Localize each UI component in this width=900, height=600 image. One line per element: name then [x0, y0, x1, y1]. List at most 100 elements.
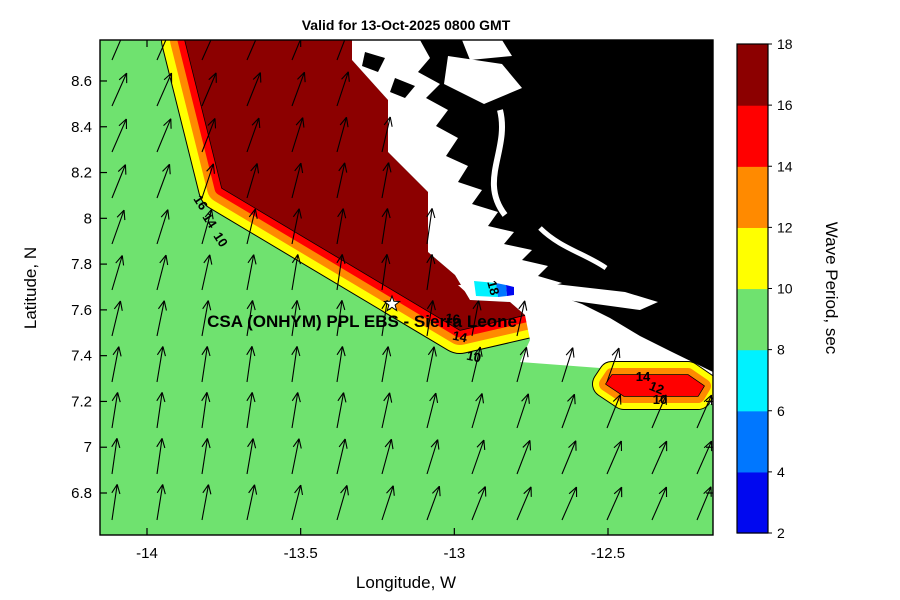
contour-label: 10 — [465, 348, 482, 366]
y-tick-label: 6.8 — [71, 485, 92, 502]
wave-arrow — [696, 486, 712, 521]
wave-arrow — [381, 254, 391, 291]
colorbar — [737, 44, 768, 534]
wave-arrow — [291, 40, 301, 61]
wave-arrow — [246, 40, 257, 61]
wave-arrow — [291, 438, 302, 475]
x-tick-label: -13 — [443, 545, 465, 562]
wave-arrow — [291, 300, 301, 337]
wave-arrow — [246, 72, 262, 107]
patch-4-6s — [496, 283, 507, 297]
wave-arrow — [606, 394, 622, 429]
wave-arrow — [156, 163, 171, 199]
colorbar-segment — [737, 471, 768, 534]
wave-arrow — [336, 71, 350, 107]
wave-arrow — [111, 484, 121, 521]
wave-arrow — [336, 346, 346, 383]
wave-arrow — [291, 254, 301, 291]
colorbar-tick-label: 8 — [777, 342, 785, 358]
colorbar-segment — [737, 410, 768, 473]
colorbar-segment — [737, 349, 768, 412]
wave-arrow — [606, 440, 623, 475]
wave-arrow — [516, 486, 532, 521]
wave-arrow — [201, 72, 217, 107]
wave-arrow — [516, 393, 530, 429]
short-period-patch — [474, 281, 514, 297]
wave-arrow — [381, 346, 392, 383]
wave-arrow — [336, 254, 346, 291]
wave-arrow — [336, 392, 347, 429]
wave-arrow — [246, 346, 256, 383]
wave-arrow — [291, 162, 304, 199]
wave-arrow — [201, 254, 213, 291]
wave-arrow — [471, 439, 486, 475]
wave-arrow — [561, 347, 575, 383]
y-tick-label: 8.6 — [71, 73, 92, 90]
y-axis-label: Latitude, N — [21, 247, 40, 329]
wave-arrow — [336, 438, 348, 475]
wave-arrow — [246, 208, 258, 245]
colorbar-segment — [737, 105, 768, 167]
wave-arrow — [201, 163, 215, 199]
wave-arrow — [606, 486, 623, 521]
wave-arrow — [156, 209, 170, 245]
wave-arrow — [381, 116, 393, 153]
wave-arrow — [426, 485, 441, 521]
colorbar-tick-label: 18 — [777, 36, 793, 52]
wave-arrow — [291, 71, 306, 107]
wave-arrow — [381, 485, 395, 521]
y-tick-label: 8.4 — [71, 119, 92, 136]
wave-arrow — [111, 40, 122, 61]
colorbar-segment — [737, 227, 768, 290]
wave-arrow — [561, 486, 578, 521]
core-14-16s-se — [606, 375, 704, 396]
wave-arrow — [291, 117, 305, 153]
core-16-18s — [185, 40, 525, 330]
contour-label: 18 — [484, 279, 502, 297]
wave-arrow — [246, 117, 261, 153]
wave-arrow — [426, 392, 439, 429]
wave-arrow — [336, 40, 346, 61]
wave-arrow — [291, 484, 304, 521]
wave-arrow — [651, 394, 667, 429]
wave-arrow — [201, 346, 211, 383]
wave-arrow — [426, 346, 437, 383]
y-tick-label: 8.2 — [71, 165, 92, 182]
wave-arrow — [336, 485, 349, 521]
colorbar-label: Wave Period, sec — [822, 222, 841, 355]
swell-region-southeast — [592, 361, 713, 410]
wave-arrow — [111, 209, 126, 245]
wave-arrow — [156, 118, 172, 153]
wave-arrow — [201, 118, 217, 153]
wave-arrow — [156, 300, 167, 337]
wave-arrow — [471, 346, 483, 383]
y-tick-label: 7 — [84, 439, 92, 456]
wave-arrow — [516, 346, 529, 383]
river-channel — [490, 109, 508, 217]
wave-arrow — [426, 300, 436, 337]
wave-arrow — [561, 393, 576, 429]
wave-arrow — [246, 254, 257, 291]
wave-arrow — [426, 439, 440, 475]
colorbar-tick-label: 2 — [777, 525, 785, 541]
wave-arrow — [381, 208, 391, 245]
wave-arrow — [336, 116, 349, 153]
wave-arrow — [516, 440, 532, 475]
colorbar-segment — [737, 44, 768, 106]
wave-arrow — [651, 440, 668, 475]
colorbar-ticks: 2 4 6 8 10 12 14 16 18 — [768, 36, 793, 541]
contour-label: 12 — [647, 378, 666, 397]
wave-arrow — [336, 300, 346, 337]
plot-border — [99, 39, 714, 536]
wave-arrow — [651, 486, 668, 521]
wave-arrow — [156, 40, 167, 61]
islet — [390, 78, 415, 98]
colorbar-segment — [737, 288, 768, 351]
wave-arrow — [246, 300, 256, 337]
wave-arrow — [156, 346, 166, 383]
river-channel — [538, 226, 608, 271]
wave-arrow — [111, 72, 128, 107]
colorbar-tick-label: 6 — [777, 403, 785, 419]
